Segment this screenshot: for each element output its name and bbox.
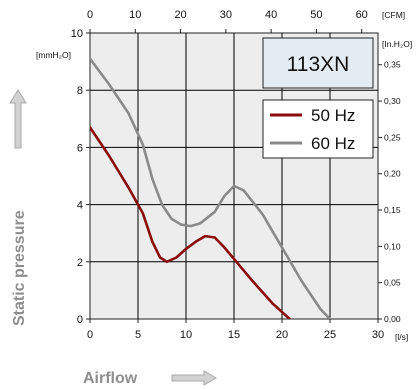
model-label: 113XN — [287, 53, 350, 76]
y-right-tick-label: 0,00 — [384, 314, 401, 324]
y-left-tick-label: 2 — [77, 257, 83, 269]
x-top-tick-label: 30 — [220, 9, 232, 21]
y-right-tick-label: 0,35 — [384, 60, 401, 70]
x-top-tick-label: 50 — [310, 9, 322, 21]
x-bottom-tick-label: 5 — [135, 329, 141, 341]
legend: 50 Hz 60 Hz — [262, 99, 374, 159]
series-line-50hz — [90, 126, 292, 319]
x-top-tick-label: 20 — [174, 9, 186, 21]
x-top-tick-label: 0 — [87, 9, 93, 21]
right-axis-unit: [In.H₂O] — [382, 39, 412, 49]
x-top-tick-label: 10 — [129, 9, 141, 21]
top-axis-unit: [CFM] — [382, 10, 405, 20]
y-right-tick-label: 0,05 — [384, 278, 401, 288]
y-right-tick-label: 0,15 — [384, 205, 401, 215]
x-bottom-tick-label: 0 — [87, 329, 93, 341]
y-left-tick-label: 0 — [77, 314, 83, 326]
y-left-tick-label: 6 — [77, 142, 83, 154]
x-bottom-tick-label: 30 — [372, 329, 384, 341]
left-axis-unit: [mmH₂O] — [36, 50, 71, 60]
y-right-tick-label: 0,10 — [384, 241, 401, 251]
legend-box — [262, 99, 374, 159]
y-left-tick-label: 4 — [77, 200, 83, 212]
x-axis-title: Airflow — [83, 370, 217, 387]
y-axis-label: Static pressure — [11, 210, 28, 326]
x-top-tick-label: 40 — [265, 9, 277, 21]
series-line-60hz — [90, 57, 332, 319]
grid — [90, 33, 378, 319]
y-left-tick-label: 10 — [71, 28, 83, 40]
y-right-tick-label: 0,30 — [384, 96, 401, 106]
up-arrow-icon — [9, 89, 27, 149]
right-arrow-icon — [171, 370, 217, 386]
y-right-tick-label: 0,20 — [384, 169, 401, 179]
legend-label-60hz: 60 Hz — [311, 134, 355, 153]
y-axis-title: Static pressure — [9, 89, 28, 326]
series-lines — [90, 57, 332, 319]
bottom-axis-unit: [l/s] — [395, 332, 408, 342]
x-bottom-tick-label: 25 — [324, 329, 336, 341]
x-axis-label: Airflow — [83, 370, 138, 387]
tick-labels: 0 5 10 15 20 25 30 0 10 20 30 40 50 60 0 2 4 6 8 10 0,00 0,05… — [71, 9, 401, 341]
y-right-tick-label: 0,25 — [384, 132, 401, 142]
y-left-tick-label: 8 — [77, 85, 83, 97]
x-top-tick-label: 60 — [356, 9, 368, 21]
x-bottom-tick-label: 20 — [276, 329, 288, 341]
x-bottom-tick-label: 10 — [180, 329, 192, 341]
x-bottom-tick-label: 15 — [228, 329, 240, 341]
model-box: 113XN — [262, 37, 374, 89]
legend-label-50hz: 50 Hz — [311, 106, 355, 125]
